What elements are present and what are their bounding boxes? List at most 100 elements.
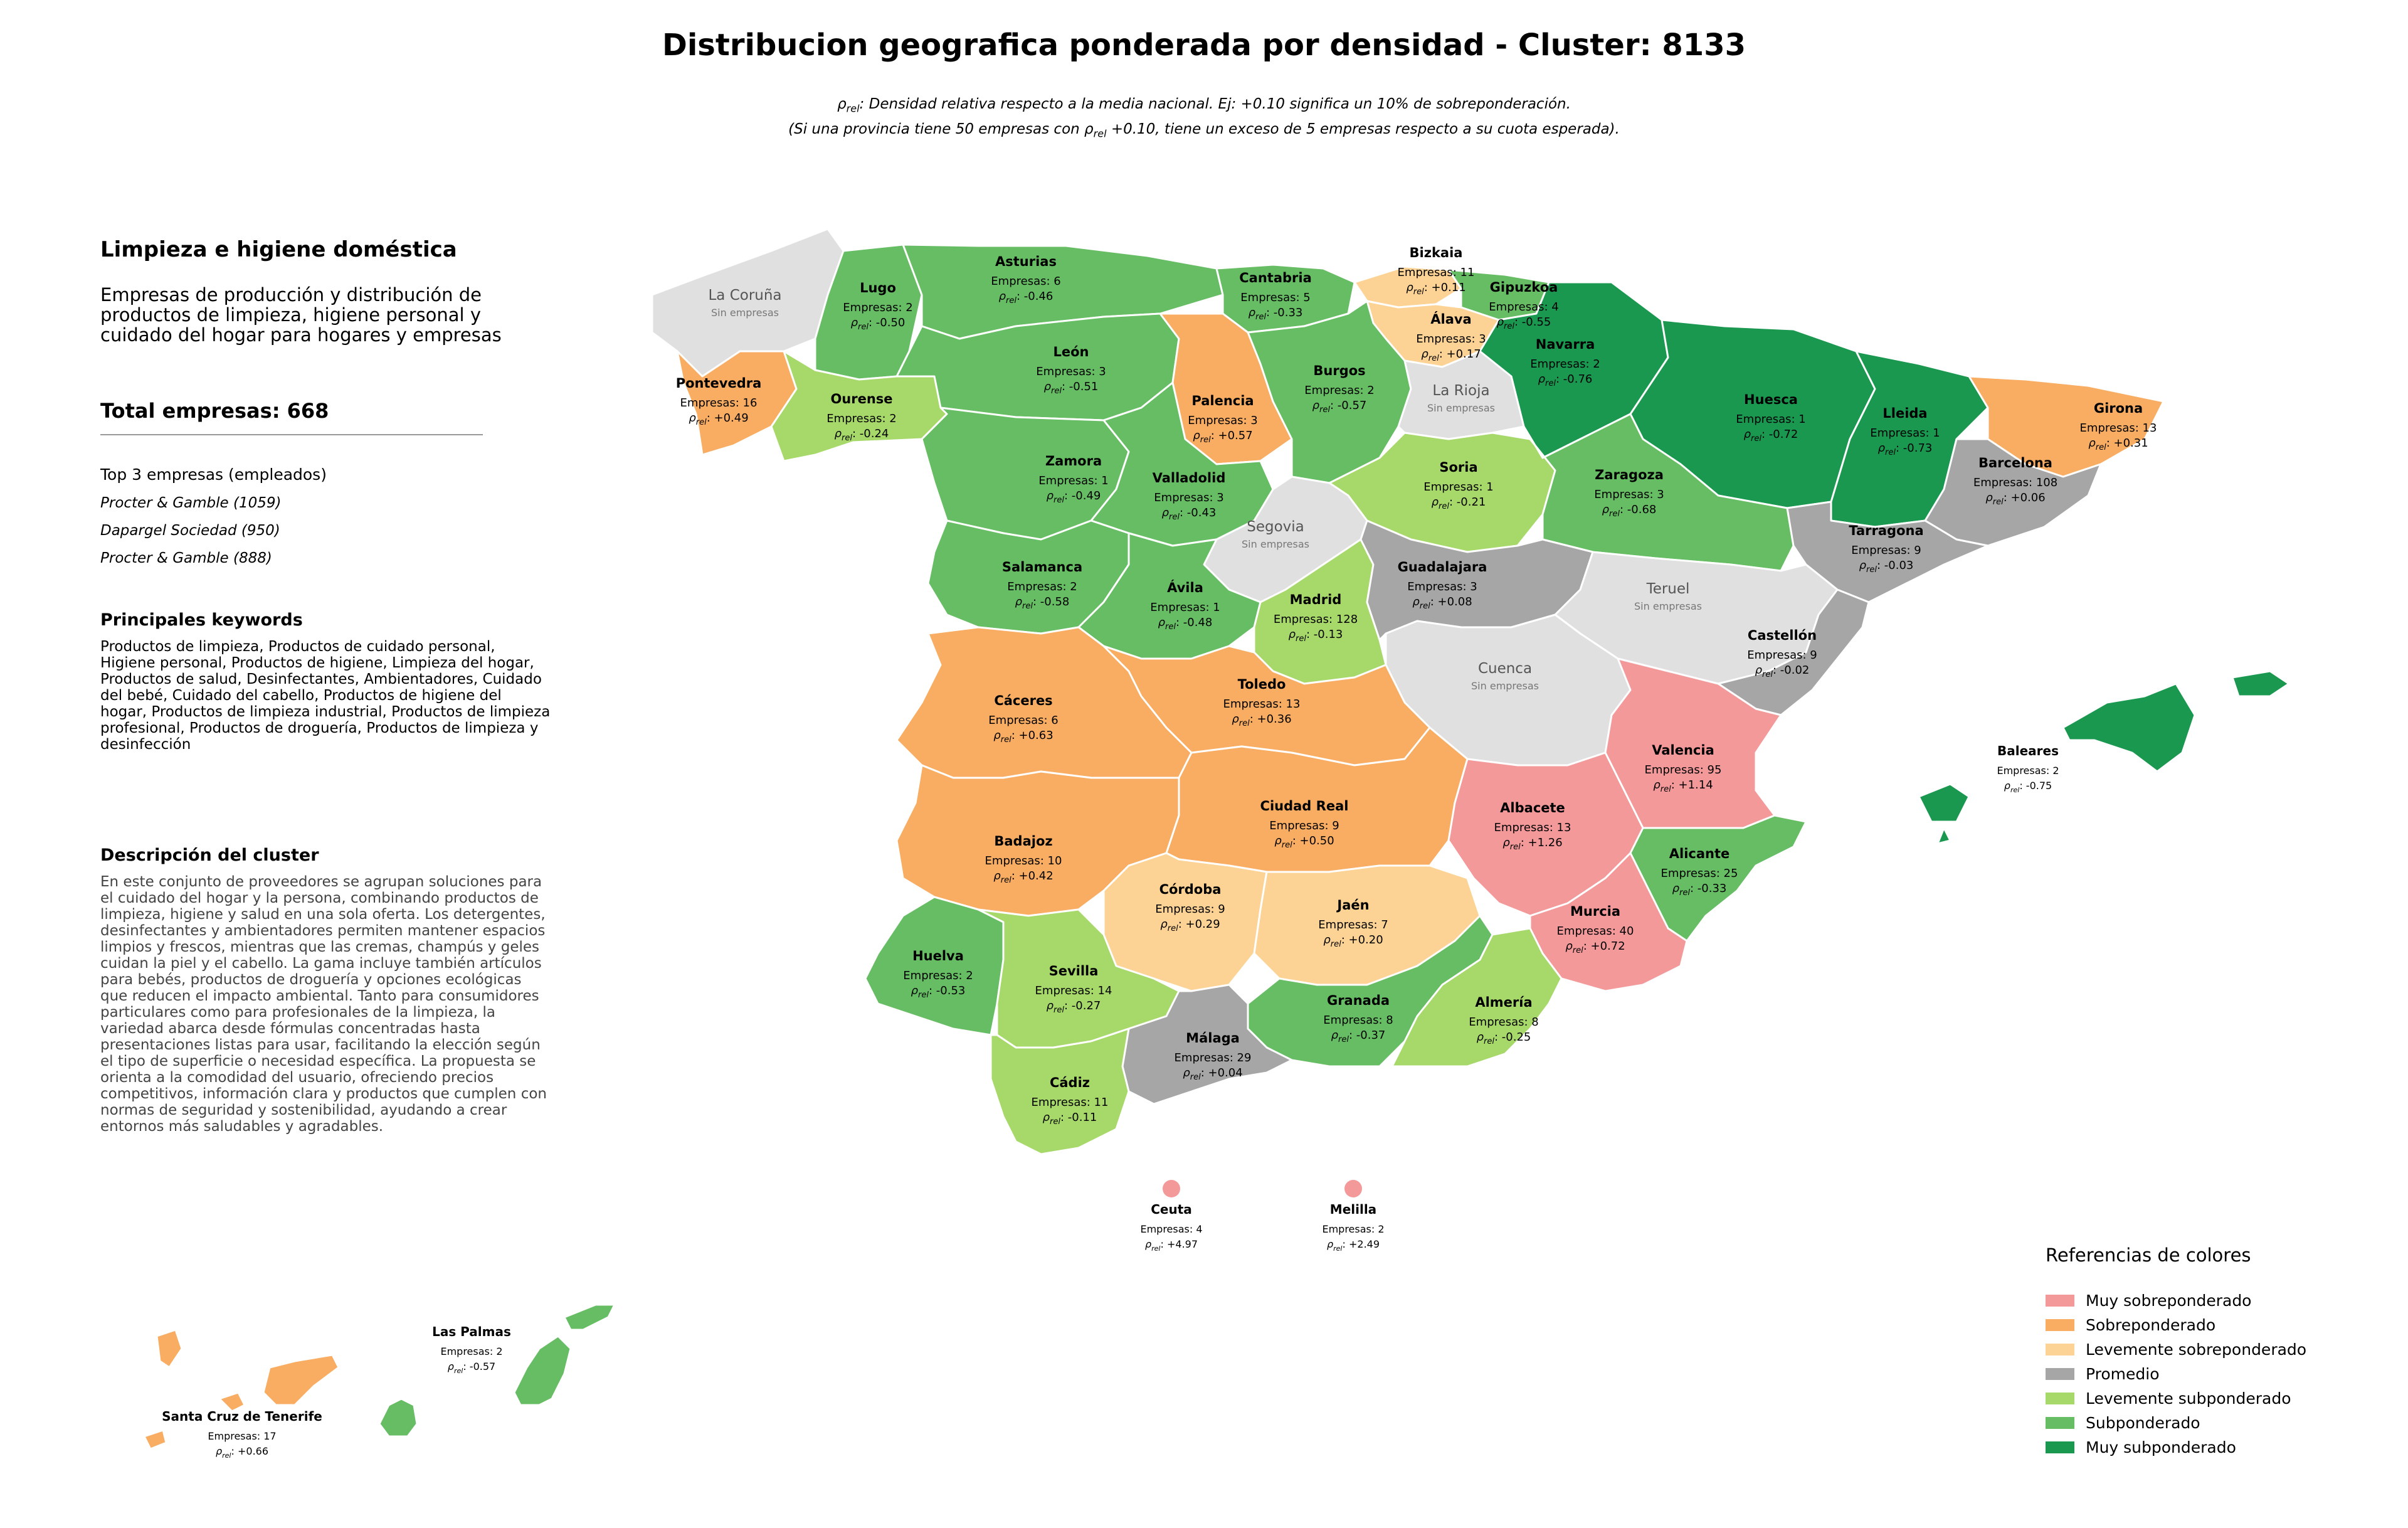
province-rho-lleida: ρrel: -0.73 — [1878, 442, 1933, 457]
province-label-tarragona: Tarragona Empresas: 9 ρrel: -0.03 — [1849, 523, 1923, 575]
province-label-avila: Ávila Empresas: 1 ρrel: -0.48 — [1150, 580, 1220, 632]
province-empresas-salamanca: Empresas: 2 — [1007, 580, 1077, 593]
province-empresas-jaen: Empresas: 7 — [1318, 918, 1388, 931]
province-empresas-navarra: Empresas: 2 — [1530, 358, 1600, 371]
legend-item-sub: Subponderado — [2046, 1411, 2306, 1435]
province-rho-toledo: ρrel: +0.36 — [1232, 713, 1291, 728]
province-name-soria: Soria — [1439, 460, 1477, 475]
legend-label: Muy subponderado — [2086, 1438, 2236, 1456]
province-rho-murcia: ρrel: +0.72 — [1565, 940, 1625, 955]
province-shape-huelva — [864, 896, 1005, 1036]
province-name-barcelona: Barcelona — [1978, 455, 2052, 470]
province-rho-huelva: ρrel: -0.53 — [911, 984, 966, 1000]
keywords-list: Productos de limpieza, Productos de cuid… — [100, 639, 551, 753]
province-name-badajoz: Badajoz — [994, 834, 1052, 849]
province-empresas-asturias: Empresas: 6 — [991, 275, 1060, 288]
province-rho-avila: ρrel: -0.48 — [1158, 616, 1213, 632]
keywords-title: Principales keywords — [100, 610, 303, 630]
subtitle-line-2: (Si una provincia tiene 50 empresas con … — [788, 120, 1620, 140]
province-empresas-guadalajara: Empresas: 3 — [1407, 580, 1477, 593]
legend-swatch — [2046, 1344, 2074, 1356]
province-name-tarragona: Tarragona — [1849, 523, 1923, 538]
legend-swatch — [2046, 1441, 2074, 1453]
province-empresas-albacete: Empresas: 13 — [1494, 821, 1571, 834]
province-label-cuenca: Cuenca Sin empresas — [1471, 661, 1539, 692]
province-name-ceuta: Ceuta — [1151, 1202, 1192, 1217]
province-rho-cadiz: ρrel: -0.11 — [1043, 1111, 1097, 1127]
province-empresas-tarragona: Empresas: 9 — [1851, 544, 1921, 557]
province-rho-badajoz: ρrel: +0.42 — [993, 869, 1053, 885]
province-empresas-granada: Empresas: 8 — [1323, 1014, 1393, 1027]
province-shape-almeria — [1391, 927, 1563, 1068]
cluster-info-panel: Limpieza e higiene doméstica Empresas de… — [100, 237, 552, 1135]
province-empresas-soria: Empresas: 1 — [1423, 480, 1493, 494]
province-name-cuenca: Cuenca — [1478, 661, 1532, 677]
cluster-short-description: Empresas de producción y distribución de… — [100, 284, 502, 346]
province-label-sevilla: Sevilla Empresas: 14 ρrel: -0.27 — [1035, 963, 1112, 1015]
province-empresas-alava: Empresas: 3 — [1416, 332, 1486, 346]
province-name-melilla: Melilla — [1330, 1202, 1376, 1217]
province-name-guadalajara: Guadalajara — [1398, 560, 1487, 575]
province-label-salamanca: Salamanca Empresas: 2 ρrel: -0.58 — [1002, 560, 1082, 611]
province-label-leon: León Empresas: 3 ρrel: -0.51 — [1036, 344, 1106, 396]
province-shape-barcelona — [1924, 438, 2102, 547]
province-name-burgos: Burgos — [1313, 363, 1365, 378]
province-no-companies-cuenca: Sin empresas — [1471, 680, 1539, 692]
province-empresas-lugo: Empresas: 2 — [843, 301, 912, 314]
province-label-almeria: Almería Empresas: 8 ρrel: -0.25 — [1469, 995, 1538, 1046]
legend-label: Sobreponderado — [2086, 1316, 2216, 1334]
province-empresas-barcelona: Empresas: 108 — [1973, 476, 2057, 489]
province-label-guadalajara: Guadalajara Empresas: 3 ρrel: +0.08 — [1398, 560, 1487, 611]
province-rho-madrid: ρrel: -0.13 — [1289, 628, 1343, 644]
province-rho-navarra: ρrel: -0.76 — [1538, 373, 1593, 388]
province-name-toledo: Toledo — [1238, 677, 1286, 692]
province-empresas-badajoz: Empresas: 10 — [985, 854, 1062, 867]
province-label-bizkaia: Bizkaia Empresas: 11 ρrel: +0.11 — [1398, 245, 1475, 297]
province-empresas-caceres: Empresas: 6 — [988, 714, 1058, 727]
subtitle-line-1: ρrel: Densidad relativa respecto a la me… — [837, 96, 1571, 115]
province-label-badajoz: Badajoz Empresas: 10 ρrel: +0.42 — [985, 834, 1062, 885]
province-empresas-sevilla: Empresas: 14 — [1035, 984, 1112, 997]
legend-label: Promedio — [2086, 1365, 2160, 1383]
province-label-navarra: Navarra Empresas: 2 ρrel: -0.76 — [1530, 337, 1600, 388]
province-name-sevilla: Sevilla — [1049, 963, 1099, 979]
province-rho-valencia: ρrel: +1.14 — [1653, 778, 1713, 794]
province-rho-ceuta: ρrel: +4.97 — [1145, 1238, 1198, 1253]
legend-item-lev-sub: Levemente subponderado — [2046, 1386, 2306, 1411]
province-name-baleares: Baleares — [1997, 743, 2059, 758]
province-no-companies-la-rioja: Sin empresas — [1427, 402, 1495, 414]
province-empresas-girona: Empresas: 13 — [2080, 422, 2157, 435]
province-rho-caceres: ρrel: +0.63 — [993, 729, 1053, 745]
province-name-alicante: Alicante — [1669, 846, 1730, 861]
province-empresas-cordoba: Empresas: 9 — [1155, 903, 1225, 916]
province-empresas-baleares: Empresas: 2 — [1997, 765, 2059, 777]
province-label-gipuzkoa: Gipuzkoa Empresas: 4 ρrel: -0.55 — [1489, 280, 1558, 331]
province-rho-valladolid: ρrel: -0.43 — [1162, 506, 1217, 522]
province-name-valladolid: Valladolid — [1153, 470, 1226, 485]
province-label-madrid: Madrid Empresas: 128 ρrel: -0.13 — [1274, 592, 1358, 644]
province-name-zaragoza: Zaragoza — [1595, 467, 1664, 482]
province-label-jaen: Jaén Empresas: 7 ρrel: +0.20 — [1318, 898, 1388, 949]
province-name-jaen: Jaén — [1336, 898, 1369, 913]
legend-label: Levemente subponderado — [2086, 1389, 2291, 1408]
province-name-las-palmas: Las Palmas — [432, 1324, 511, 1339]
province-name-salamanca: Salamanca — [1002, 560, 1082, 575]
province-shape-tarragona — [1786, 501, 1989, 603]
top-company-2: Dapargel Sociedad (950) — [100, 523, 280, 539]
province-rho-burgos: ρrel: -0.57 — [1312, 399, 1367, 415]
province-empresas-toledo: Empresas: 13 — [1223, 698, 1301, 711]
province-empresas-cadiz: Empresas: 11 — [1032, 1096, 1109, 1109]
province-empresas-huesca: Empresas: 1 — [1736, 413, 1805, 426]
province-rho-asturias: ρrel: -0.46 — [999, 290, 1054, 305]
province-rho-guadalajara: ρrel: +0.08 — [1412, 595, 1472, 611]
province-name-madrid: Madrid — [1290, 592, 1342, 607]
province-label-zaragoza: Zaragoza Empresas: 3 ρrel: -0.68 — [1594, 467, 1664, 519]
enclave-marker-melilla — [1344, 1180, 1362, 1197]
province-empresas-ourense: Empresas: 2 — [826, 412, 896, 425]
province-label-soria: Soria Empresas: 1 ρrel: -0.21 — [1423, 460, 1493, 511]
province-empresas-cantabria: Empresas: 5 — [1240, 291, 1310, 304]
province-name-ourense: Ourense — [830, 391, 892, 406]
page-subtitle: ρrel: Densidad relativa respecto a la me… — [0, 94, 2408, 144]
province-label-ciudad-real: Ciudad Real Empresas: 9 ρrel: +0.50 — [1260, 798, 1349, 850]
